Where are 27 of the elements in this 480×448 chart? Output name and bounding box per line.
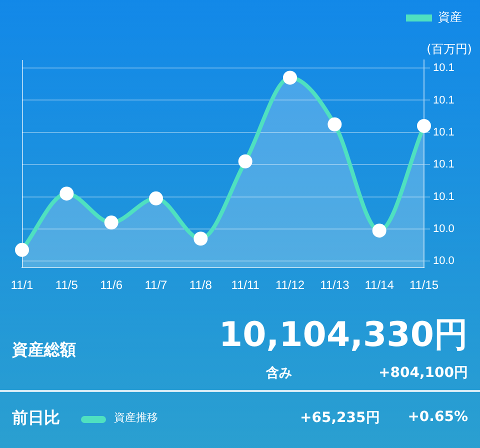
x-tick-label: 11/12 [275, 278, 305, 292]
x-tick-label: 11/15 [409, 278, 439, 292]
text: +804,100円 [378, 364, 468, 382]
x-tick-label: 11/6 [100, 278, 123, 292]
text: 含み [266, 365, 292, 382]
y-tick-label: 10.1 [433, 62, 454, 74]
text: 10,104,330円 [218, 314, 468, 357]
y-tick-label: 10.0 [433, 223, 454, 236]
x-tick-label: 11/14 [364, 278, 394, 292]
text: +0.65% [408, 409, 468, 425]
x-tick-label: 11/11 [231, 278, 260, 292]
legend-label: 資産 [438, 10, 462, 24]
y-tick-label: 10.0 [433, 255, 454, 268]
y-axis-title: (百万円) [426, 42, 472, 56]
x-tick-label: 11/8 [189, 278, 212, 292]
x-tick-label: 11/13 [320, 278, 350, 292]
y-tick-label: 10.1 [433, 158, 454, 171]
x-tick-label: 11/1 [10, 278, 34, 292]
y-tick-label: 10.1 [433, 190, 454, 203]
x-tick-label: 11/7 [144, 278, 168, 292]
y-tick-label: 10.1 [433, 94, 454, 106]
text: 資産推移 [114, 410, 158, 425]
x-tick-label: 11/5 [55, 278, 78, 292]
text: +65,235円 [300, 409, 380, 427]
y-tick-label: 10.1 [433, 126, 454, 138]
text: 資産総額 [12, 340, 76, 361]
text: 前日比 [12, 408, 60, 429]
